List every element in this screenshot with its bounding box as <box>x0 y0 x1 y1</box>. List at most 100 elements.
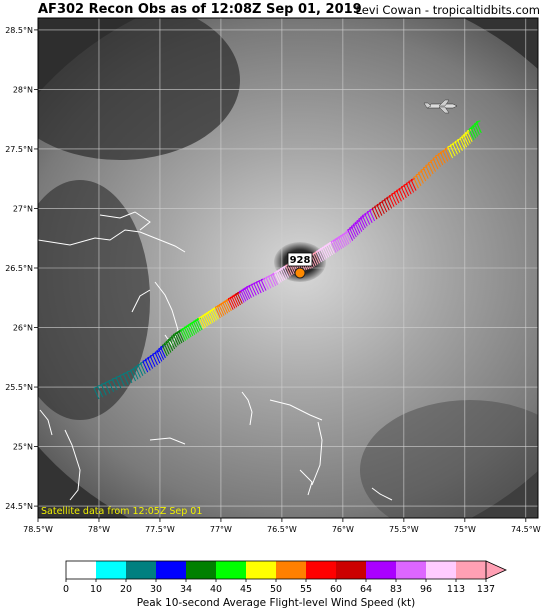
wind-barb <box>196 318 203 331</box>
colorbar-tick-label: 45 <box>240 584 252 595</box>
wind-barb <box>229 297 236 309</box>
wind-barb <box>459 137 466 150</box>
wind-barb-flag <box>115 375 121 378</box>
wind-barb <box>386 197 393 209</box>
wind-barb <box>93 387 100 400</box>
wind-barb <box>275 271 282 283</box>
wind-barb <box>281 267 288 279</box>
wind-barb <box>425 165 432 177</box>
colorbar-segment <box>396 561 426 579</box>
wind-barb <box>139 362 146 375</box>
colorbar-tick-label: 64 <box>360 584 372 595</box>
wind-speed-colorbar: 0 10 20 30 34 40 45 50 55 60 64 83 96 113 137 <box>63 560 507 595</box>
wind-barb <box>316 250 322 263</box>
lon-tick-label: 77.5°W <box>145 525 175 534</box>
wind-barb-flag <box>268 274 273 277</box>
colorbar-tick-label: 113 <box>447 584 465 595</box>
colorbar-tick-label: 137 <box>477 584 495 595</box>
wind-barb <box>260 279 267 291</box>
wind-barb <box>472 125 479 137</box>
colorbar-extend-arrow <box>485 560 507 580</box>
wind-barb <box>174 332 181 345</box>
wind-barb <box>191 322 197 334</box>
wind-barb <box>432 157 439 170</box>
colorbar-segment <box>426 561 456 579</box>
wind-barb-flag <box>256 280 261 283</box>
wind-barb <box>122 373 129 385</box>
wind-barb <box>213 307 219 320</box>
wind-barb-flag <box>108 379 113 382</box>
wind-barb <box>178 330 185 343</box>
wind-barb <box>430 160 437 172</box>
wind-barb <box>277 269 284 282</box>
wind-barb <box>444 148 451 160</box>
lon-tick-label: 77°W <box>210 525 232 534</box>
wind-barb <box>391 193 397 206</box>
wind-barb <box>144 359 151 371</box>
wind-barb <box>194 319 201 332</box>
lat-tick-label: 28°N <box>13 85 33 94</box>
wind-barb <box>187 324 194 337</box>
wind-barb <box>369 209 376 222</box>
colorbar-segment <box>336 561 366 579</box>
colorbar-segment <box>246 561 276 579</box>
wind-barb <box>126 371 133 384</box>
wind-barb <box>442 150 449 162</box>
wind-barb <box>321 247 328 259</box>
wind-barb <box>218 304 225 316</box>
colorbar-tick-label: 0 <box>63 584 69 595</box>
wind-barb-flag <box>476 120 481 123</box>
wind-barb <box>216 305 223 318</box>
wind-barb <box>207 311 214 323</box>
wind-barb <box>233 294 240 307</box>
wind-barb <box>449 144 456 157</box>
wind-barb <box>317 249 324 262</box>
wind-barb <box>366 211 373 223</box>
wind-barb <box>236 292 243 304</box>
wind-barb <box>378 202 385 215</box>
wind-barb <box>169 337 176 350</box>
wind-barb <box>325 244 332 257</box>
wind-barb <box>434 155 441 168</box>
wind-barb-flag <box>93 386 99 389</box>
wind-barb <box>393 191 400 204</box>
wind-barb <box>183 327 190 339</box>
wind-barb <box>180 329 187 341</box>
wind-barb <box>172 334 179 346</box>
wind-barb-flag <box>253 281 258 284</box>
wind-barb <box>474 123 480 135</box>
pressure-label: 928 <box>290 255 311 266</box>
wind-barb <box>312 253 319 265</box>
wind-barb <box>328 242 335 254</box>
colorbar-tick-label: 40 <box>210 584 222 595</box>
wind-barb <box>181 328 188 340</box>
wind-barb <box>413 177 419 189</box>
colorbar-segment <box>366 561 396 579</box>
wind-barb <box>198 317 205 329</box>
wind-barb <box>240 290 247 302</box>
wind-barb <box>220 303 227 315</box>
wind-barb <box>176 331 183 344</box>
wind-barb <box>358 218 365 231</box>
wind-barb <box>475 121 482 134</box>
wind-barb <box>200 316 207 328</box>
lon-axis: 78.5°W 78°W 77.5°W 77°W 76.5°W 76°W 75.5°W 75°W… <box>23 518 541 534</box>
wind-barb <box>395 190 402 202</box>
wind-barb <box>265 277 272 289</box>
wind-barb <box>452 143 458 155</box>
coastlines <box>38 211 393 501</box>
wind-barb <box>202 315 208 327</box>
wind-barb <box>323 246 330 258</box>
wind-barb <box>447 146 454 159</box>
wind-barb-flag <box>265 275 271 278</box>
wind-barb <box>381 200 388 213</box>
wind-barb <box>132 368 139 380</box>
wind-barb <box>456 139 463 151</box>
wind-barb <box>400 186 407 198</box>
wind-barb-flag <box>251 282 256 285</box>
lat-tick-label: 26.5°N <box>5 264 33 273</box>
wind-barb <box>111 378 118 391</box>
wind-barb <box>250 284 257 296</box>
wind-barb <box>405 182 412 195</box>
lon-tick-label: 78°W <box>88 525 110 534</box>
